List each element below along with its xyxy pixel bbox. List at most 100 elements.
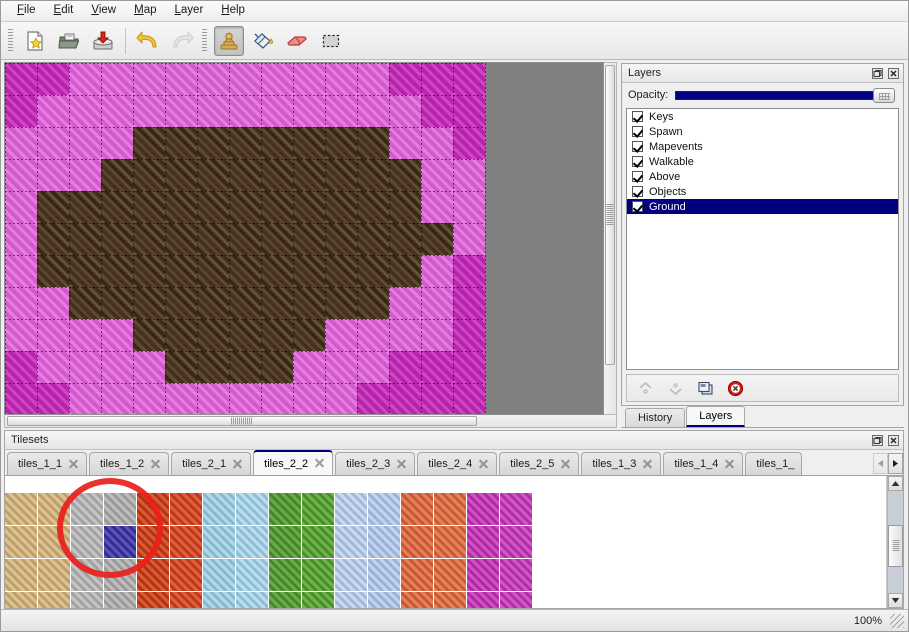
tileset-tab-tiles_2_3[interactable]: tiles_2_3 bbox=[335, 452, 416, 475]
map-tile[interactable] bbox=[229, 383, 261, 414]
map-tile[interactable] bbox=[5, 127, 37, 159]
map-tile[interactable] bbox=[357, 255, 389, 287]
tileset-tile[interactable] bbox=[38, 493, 71, 526]
map-tile[interactable] bbox=[229, 287, 261, 319]
tilesets-panel-close-button[interactable] bbox=[886, 433, 900, 447]
map-tile[interactable] bbox=[133, 383, 165, 414]
map-tile[interactable] bbox=[197, 255, 229, 287]
tileset-tile[interactable] bbox=[302, 526, 335, 559]
tileset-tile[interactable] bbox=[368, 526, 401, 559]
map-tile[interactable] bbox=[197, 351, 229, 383]
map-tile[interactable] bbox=[229, 191, 261, 223]
tileset-tile[interactable] bbox=[236, 592, 269, 608]
map-tile[interactable] bbox=[325, 319, 357, 351]
map-tile[interactable] bbox=[261, 383, 293, 414]
map-tile[interactable] bbox=[5, 63, 37, 95]
tileset-tab-tiles_2_4[interactable]: tiles_2_4 bbox=[417, 452, 498, 475]
layer-row-spawn[interactable]: Spawn bbox=[627, 124, 898, 139]
map-tile[interactable] bbox=[197, 191, 229, 223]
map-tile[interactable] bbox=[37, 351, 69, 383]
tileset-tile[interactable] bbox=[5, 493, 38, 526]
map-tile[interactable] bbox=[357, 319, 389, 351]
tileset-tile[interactable] bbox=[71, 476, 104, 477]
tileset-tile[interactable] bbox=[401, 476, 434, 477]
tileset-tile[interactable] bbox=[203, 559, 236, 592]
map-tile[interactable] bbox=[453, 255, 485, 287]
map-tile[interactable] bbox=[261, 351, 293, 383]
new-map-button[interactable] bbox=[20, 26, 50, 56]
map-tile[interactable] bbox=[293, 223, 325, 255]
map-tile[interactable] bbox=[165, 95, 197, 127]
map-tile[interactable] bbox=[357, 95, 389, 127]
tileset-tab-tiles_1_3[interactable]: tiles_1_3 bbox=[581, 452, 662, 475]
tileset-tile[interactable] bbox=[434, 476, 467, 477]
tileset-tile[interactable] bbox=[467, 559, 500, 592]
map-tile[interactable] bbox=[133, 351, 165, 383]
map-tile[interactable] bbox=[421, 95, 453, 127]
map-tile[interactable] bbox=[69, 159, 101, 191]
tileset-tab-close-icon[interactable] bbox=[396, 459, 407, 470]
tileset-tile[interactable] bbox=[269, 493, 302, 526]
tileset-tile[interactable] bbox=[500, 592, 533, 608]
map-tile[interactable] bbox=[229, 351, 261, 383]
tileset-scroll-thumb[interactable] bbox=[888, 525, 903, 567]
tileset-tabs-scroll-left-button[interactable] bbox=[873, 453, 888, 474]
map-tile[interactable] bbox=[293, 95, 325, 127]
map-tile[interactable] bbox=[453, 191, 485, 223]
map-tile[interactable] bbox=[229, 223, 261, 255]
tileset-tab-tiles_2_2[interactable]: tiles_2_2 bbox=[253, 450, 334, 475]
tileset-tile[interactable] bbox=[269, 526, 302, 559]
tileset-tile[interactable] bbox=[236, 493, 269, 526]
tileset-tile[interactable] bbox=[368, 592, 401, 608]
tileset-tile[interactable] bbox=[434, 526, 467, 559]
tileset-grid-view[interactable] bbox=[5, 476, 887, 608]
map-hscroll-thumb[interactable] bbox=[7, 416, 477, 426]
map-tile[interactable] bbox=[325, 191, 357, 223]
map-tile[interactable] bbox=[261, 63, 293, 95]
tileset-tab-close-icon[interactable] bbox=[560, 459, 571, 470]
map-tile[interactable] bbox=[197, 223, 229, 255]
layer-visibility-checkbox[interactable] bbox=[632, 156, 643, 167]
map-tile[interactable] bbox=[5, 287, 37, 319]
layers-panel-close-button[interactable] bbox=[886, 66, 900, 80]
map-tile[interactable] bbox=[5, 351, 37, 383]
map-tile[interactable] bbox=[389, 191, 421, 223]
map-tile[interactable] bbox=[69, 63, 101, 95]
tileset-tile[interactable] bbox=[203, 476, 236, 477]
map-tile[interactable] bbox=[165, 63, 197, 95]
tileset-tile[interactable] bbox=[401, 592, 434, 608]
tileset-tile[interactable] bbox=[38, 476, 71, 477]
tileset-tab-close-icon[interactable] bbox=[724, 459, 735, 470]
map-tile[interactable] bbox=[101, 159, 133, 191]
map-tile[interactable] bbox=[293, 287, 325, 319]
tileset-tile[interactable] bbox=[137, 592, 170, 608]
map-vertical-scrollbar[interactable] bbox=[604, 62, 617, 415]
map-tile[interactable] bbox=[421, 287, 453, 319]
tileset-tile[interactable] bbox=[368, 559, 401, 592]
map-tile[interactable] bbox=[325, 223, 357, 255]
layer-visibility-checkbox[interactable] bbox=[632, 126, 643, 137]
delete-layer-button[interactable] bbox=[723, 377, 747, 399]
tileset-scroll-down-button[interactable] bbox=[888, 593, 903, 608]
map-tile[interactable] bbox=[165, 127, 197, 159]
map-tile[interactable] bbox=[101, 191, 133, 223]
layer-visibility-checkbox[interactable] bbox=[632, 186, 643, 197]
tileset-tile[interactable] bbox=[302, 476, 335, 477]
map-tile[interactable] bbox=[357, 191, 389, 223]
tileset-tab-close-icon[interactable] bbox=[478, 459, 489, 470]
opacity-slider-handle[interactable] bbox=[873, 87, 895, 103]
tileset-tab-tiles_1_2[interactable]: tiles_1_2 bbox=[89, 452, 170, 475]
map-tile[interactable] bbox=[389, 95, 421, 127]
map-tile[interactable] bbox=[165, 351, 197, 383]
map-tile[interactable] bbox=[197, 319, 229, 351]
map-tile[interactable] bbox=[165, 383, 197, 414]
map-tile[interactable] bbox=[453, 287, 485, 319]
tileset-tile[interactable] bbox=[302, 493, 335, 526]
tileset-tile[interactable] bbox=[170, 476, 203, 477]
map-tile[interactable] bbox=[5, 383, 37, 414]
save-map-button[interactable] bbox=[88, 26, 118, 56]
map-tile[interactable] bbox=[37, 127, 69, 159]
tileset-tile[interactable] bbox=[203, 592, 236, 608]
map-tile[interactable] bbox=[165, 223, 197, 255]
tileset-tile[interactable] bbox=[335, 526, 368, 559]
